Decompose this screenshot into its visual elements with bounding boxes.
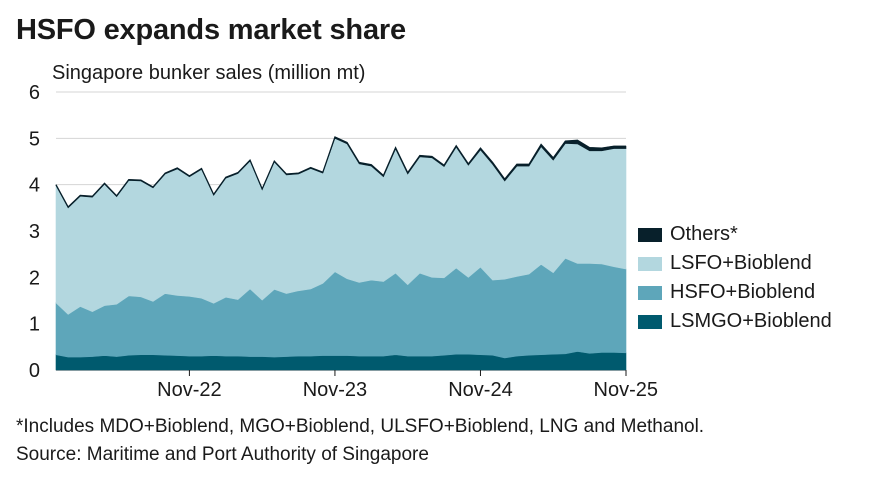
x-tick-label: Nov-22 — [157, 379, 221, 401]
legend-swatch-lsfo — [638, 256, 662, 271]
y-tick-label: 4 — [29, 175, 40, 197]
area-series — [55, 136, 627, 371]
legend-item-hsfo: HSFO+Bioblend — [638, 278, 832, 307]
x-tick-label: Nov-23 — [303, 379, 367, 401]
legend-label-lsmgo: LSMGO+Bioblend — [670, 310, 832, 332]
stacked-area-chart: 0 1 2 3 4 5 6 Nov-22 Nov-23 Nov-24 Nov-25 — [29, 82, 658, 401]
y-tick-label: 3 — [29, 221, 40, 243]
source-note: Source: Maritime and Port Authority of S… — [16, 444, 429, 465]
y-tick-label: 5 — [29, 128, 40, 150]
legend-swatch-lsmgo — [638, 314, 662, 329]
chart-title: HSFO expands market share — [16, 14, 406, 46]
legend-label-lsfo: LSFO+Bioblend — [670, 252, 812, 274]
legend-swatch-others — [638, 227, 662, 242]
footnote: *Includes MDO+Bioblend, MGO+Bioblend, UL… — [16, 416, 705, 437]
y-axis: 0 1 2 3 4 5 6 — [29, 82, 40, 382]
legend: Others* LSFO+Bioblend HSFO+Bioblend LSMG… — [638, 220, 832, 336]
x-tick-label: Nov-24 — [448, 379, 512, 401]
legend-item-lsfo: LSFO+Bioblend — [638, 249, 832, 278]
legend-item-lsmgo: LSMGO+Bioblend — [638, 307, 832, 336]
y-tick-label: 1 — [29, 314, 40, 336]
y-tick-label: 6 — [29, 82, 40, 104]
x-axis: Nov-22 Nov-23 Nov-24 Nov-25 — [157, 370, 658, 401]
total-outline — [55, 136, 626, 208]
y-tick-label: 0 — [29, 360, 40, 382]
x-tick-label: Nov-25 — [594, 379, 658, 401]
legend-label-others: Others* — [670, 223, 738, 245]
legend-item-others: Others* — [638, 220, 832, 249]
y-tick-label: 2 — [29, 267, 40, 289]
chart-subtitle: Singapore bunker sales (million mt) — [52, 62, 366, 84]
legend-swatch-hsfo — [638, 285, 662, 300]
legend-label-hsfo: HSFO+Bioblend — [670, 281, 816, 303]
